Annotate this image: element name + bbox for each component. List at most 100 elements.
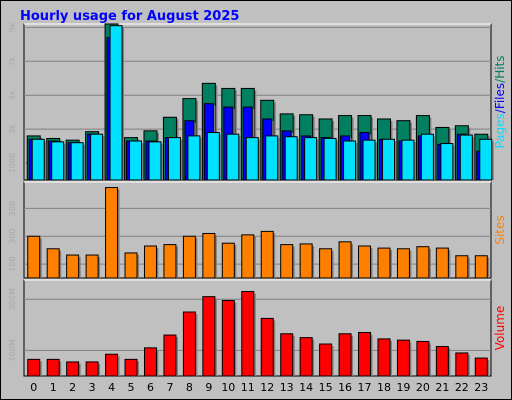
y-tick-label-top-2: 5k [8, 90, 17, 100]
x-tick-label-23: 23 [474, 381, 488, 394]
x-tick-label-10: 10 [221, 381, 235, 394]
x-tick-label-7: 7 [166, 381, 173, 394]
bar-volume-15 [319, 343, 333, 377]
bar-pages-1 [51, 141, 65, 181]
x-tick-label-18: 18 [377, 381, 391, 394]
x-tick-label-20: 20 [416, 381, 430, 394]
bar-volume-13 [280, 333, 294, 377]
bar-volume-14 [299, 337, 313, 377]
y-tick-label-top-0: 1000 [8, 153, 17, 173]
bar-sites-7 [163, 244, 177, 279]
bar-pages-14 [304, 137, 318, 181]
bar-sites-22 [455, 255, 469, 279]
y-tick-label-middle-2: 500 [8, 201, 17, 216]
bar-sites-16 [338, 241, 352, 279]
bar-volume-9 [202, 296, 216, 377]
y-tick-label-top-3: 7k [8, 56, 17, 66]
x-tick-label-12: 12 [260, 381, 274, 394]
bar-sites-20 [416, 246, 430, 279]
bar-sites-10 [221, 242, 235, 279]
y-tick-label-middle-0: 100 [8, 256, 17, 271]
x-tick-label-14: 14 [299, 381, 313, 394]
bar-pages-18 [381, 138, 395, 181]
x-tick-label-9: 9 [205, 381, 212, 394]
chart-title: Hourly usage for August 2025 [20, 9, 239, 24]
bar-volume-18 [377, 338, 391, 377]
bar-sites-6 [143, 245, 157, 279]
x-tick-label-17: 17 [358, 381, 372, 394]
y-tick-label-middle-1: 300 [8, 229, 17, 244]
x-tick-label-8: 8 [186, 381, 193, 394]
bar-pages-21 [440, 143, 454, 181]
bar-sites-13 [280, 244, 294, 279]
bar-volume-2 [66, 361, 80, 377]
y-tick-label-top-1: 3k [8, 124, 17, 134]
x-tick-label-4: 4 [108, 381, 115, 394]
bar-pages-0 [31, 138, 45, 181]
bar-pages-15 [323, 137, 337, 181]
x-tick-label-19: 19 [396, 381, 410, 394]
y-tick-label-top-4: 9k [8, 22, 17, 32]
bar-sites-3 [85, 254, 99, 279]
bar-pages-2 [70, 142, 84, 181]
bar-volume-10 [221, 299, 235, 377]
bar-volume-17 [358, 331, 372, 377]
bar-pages-17 [362, 139, 376, 181]
bar-sites-17 [358, 245, 372, 279]
bar-sites-9 [202, 232, 216, 279]
bar-pages-5 [129, 140, 143, 181]
bar-volume-4 [105, 353, 119, 377]
x-tick-label-5: 5 [128, 381, 135, 394]
bar-pages-11 [245, 137, 259, 181]
bar-volume-22 [455, 352, 469, 377]
panel-bottom [23, 279, 492, 377]
x-tick-label-13: 13 [280, 381, 294, 394]
bar-pages-12 [265, 135, 279, 181]
bar-pages-20 [420, 133, 434, 181]
bar-volume-8 [182, 311, 196, 377]
bar-pages-23 [479, 138, 493, 181]
legend-entry-volume: Volume [493, 306, 507, 351]
legend-entry-pages: Pages [493, 113, 507, 148]
bar-volume-7 [163, 334, 177, 377]
x-tick-label-2: 2 [69, 381, 76, 394]
bar-pages-3 [90, 133, 104, 181]
y-tick-label-bottom-1: 300M [8, 288, 17, 310]
x-tick-label-0: 0 [30, 381, 37, 394]
bar-sites-1 [46, 248, 60, 279]
bar-volume-0 [27, 358, 41, 377]
bar-pages-19 [401, 139, 415, 181]
bar-volume-23 [474, 357, 488, 377]
bar-pages-6 [148, 141, 162, 181]
bar-pages-4 [109, 25, 123, 181]
bar-pages-10 [226, 133, 240, 181]
bar-sites-21 [435, 247, 449, 279]
legend-entry-files: /Files [493, 83, 507, 113]
panel-middle [23, 181, 492, 279]
x-tick-label-1: 1 [50, 381, 57, 394]
x-tick-label-11: 11 [241, 381, 255, 394]
bar-volume-19 [396, 339, 410, 377]
bar-volume-21 [435, 346, 449, 377]
legend-top: Pages/Files/Hits [493, 55, 507, 148]
bar-pages-8 [187, 135, 201, 181]
bar-volume-3 [85, 361, 99, 377]
bar-pages-9 [206, 132, 220, 181]
bar-sites-14 [299, 243, 313, 279]
bar-sites-15 [319, 248, 333, 279]
bar-sites-0 [27, 235, 41, 279]
legend-bottom: Volume [493, 306, 507, 351]
x-tick-label-16: 16 [338, 381, 352, 394]
bar-volume-11 [241, 291, 255, 377]
bar-sites-23 [474, 255, 488, 279]
bar-pages-7 [167, 137, 181, 181]
bar-volume-1 [46, 358, 60, 377]
x-tick-label-21: 21 [435, 381, 449, 394]
x-tick-label-6: 6 [147, 381, 154, 394]
bar-volume-12 [260, 317, 274, 377]
bar-volume-6 [143, 347, 157, 377]
bar-sites-8 [182, 235, 196, 279]
bar-sites-18 [377, 247, 391, 279]
bar-sites-5 [124, 252, 138, 279]
